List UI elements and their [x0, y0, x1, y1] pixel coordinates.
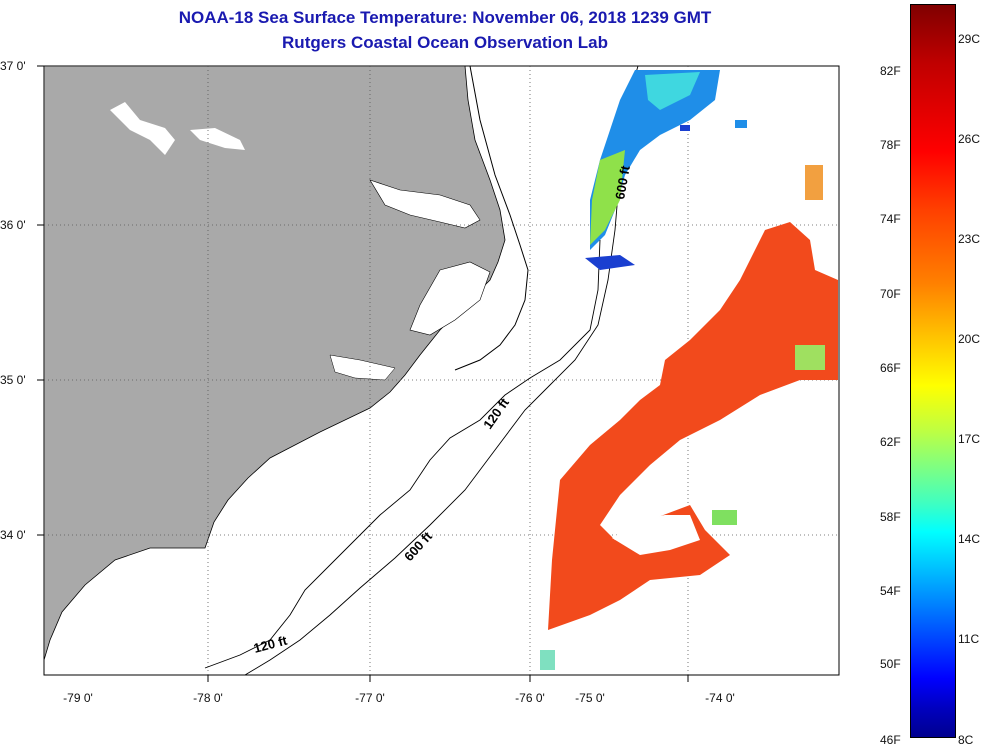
colorbar-f-70: 70F — [880, 287, 901, 301]
colorbar-c-17: 17C — [958, 432, 981, 446]
contour-600ft — [244, 65, 639, 676]
colorbar-f-50: 50F — [880, 657, 901, 671]
lon-tick-77: -77 0' — [355, 691, 385, 705]
colorbar-f-74: 74F — [880, 212, 901, 226]
colorbar-c-29: 29C — [958, 32, 981, 46]
river-inlet — [110, 102, 175, 155]
colorbar-c-20: 20C — [958, 332, 981, 346]
lake — [190, 128, 245, 150]
colorbar-c-8: 8C — [958, 733, 974, 747]
colorbar-f-82: 82F — [880, 64, 901, 78]
contour-label-600-north: 600 ft — [612, 164, 633, 201]
colorbar-f-66: 66F — [880, 361, 901, 375]
sst-warm-patch — [548, 222, 838, 630]
lat-tick-36: 36 0' — [0, 218, 26, 232]
sst-cool-patch — [585, 70, 720, 270]
lon-tick-78: -78 0' — [193, 691, 223, 705]
colorbar-c-11: 11C — [958, 632, 980, 646]
contour-120ft — [204, 239, 601, 669]
map-subtitle: Rutgers Coastal Ocean Observation Lab — [282, 33, 608, 52]
map-title: NOAA-18 Sea Surface Temperature: Novembe… — [178, 8, 712, 27]
colorbar-f-46: 46F — [880, 733, 901, 747]
colorbar-c-14: 14C — [958, 532, 981, 546]
colorbar-f-62: 62F — [880, 435, 901, 449]
pamlico-sound — [409, 261, 491, 336]
outer-banks — [454, 65, 529, 371]
lat-tick-37: 37 0' — [0, 59, 26, 73]
lon-tick-76: -76 0' — [515, 691, 545, 705]
temperature-colorbar — [910, 4, 956, 738]
colorbar-c-23: 23C — [958, 232, 981, 246]
lat-tick-34: 34 0' — [0, 528, 26, 542]
tick-marks — [37, 65, 689, 682]
land-mass — [43, 65, 506, 661]
lon-tick-75: -75 0' — [575, 691, 605, 705]
colorbar-f-54: 54F — [880, 584, 901, 598]
lon-tick-74: -74 0' — [705, 691, 735, 705]
albemarle-sound — [369, 179, 481, 229]
colorbar-f-58: 58F — [880, 510, 901, 524]
sst-small-patches — [540, 120, 825, 670]
lat-tick-35: 35 0' — [0, 373, 26, 387]
colorbar-f-78: 78F — [880, 138, 901, 152]
colorbar-c-26: 26C — [958, 132, 981, 146]
lon-tick-79: -79 0' — [63, 691, 93, 705]
